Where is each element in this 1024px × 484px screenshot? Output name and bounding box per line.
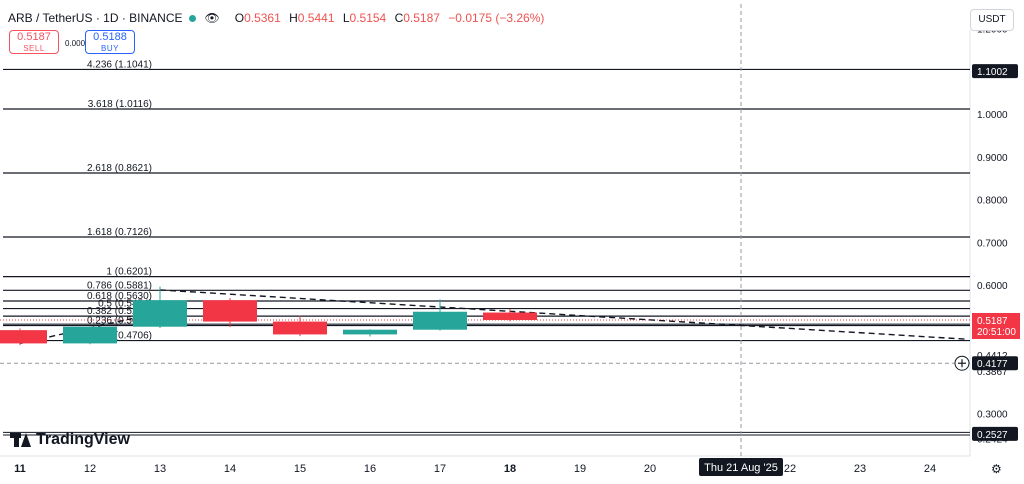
price-label: 0.2527 <box>977 430 1008 441</box>
price-label-bg <box>972 426 1018 441</box>
brand-name: TradingView <box>36 431 130 448</box>
fib-label: 1.618 (0.7126) <box>87 227 152 238</box>
change-value: −0.0175 (−3.26%) <box>448 11 545 25</box>
x-tick-label: 12 <box>84 463 96 475</box>
x-tick-label: 14 <box>224 463 236 475</box>
y-tick-label: 0.3000 <box>977 410 1008 421</box>
tradingview-logo-icon <box>10 433 32 447</box>
fib-label: 0.382 (0.5277) <box>87 306 152 317</box>
trend-line <box>159 289 966 340</box>
crosshair-time-label: Thu 21 Aug '25 <box>704 462 778 474</box>
candle-body <box>203 300 257 322</box>
fib-label: 0.618 (0.5630) <box>87 291 152 302</box>
x-tick-label: 18 <box>504 463 516 475</box>
crosshair-time-label-bg <box>699 458 783 476</box>
x-tick-label: 19 <box>574 463 586 475</box>
fib-label: 1 (0.6201) <box>106 267 152 278</box>
price-label: 1.1002 <box>977 67 1008 78</box>
x-tick-label: 16 <box>364 463 376 475</box>
currency-select-button[interactable]: USDT <box>970 9 1014 31</box>
candle-body <box>63 326 117 344</box>
price-label: 0.4177 <box>977 359 1008 370</box>
high-label: H <box>289 11 298 25</box>
price-label-bg <box>972 356 1018 371</box>
eye-icon[interactable]: 👁 <box>204 11 220 25</box>
price-label-bg <box>972 312 1020 339</box>
candle-body <box>0 330 47 344</box>
x-tick-label: 22 <box>784 463 796 475</box>
low-label: L <box>342 11 350 25</box>
y-tick-label: 1.0000 <box>977 110 1008 121</box>
candle-body <box>273 321 327 335</box>
symbol-header: ARB / TetherUS · 1D · BINANCE 👁 O0.5361 … <box>8 9 544 27</box>
close-label: C <box>394 11 404 25</box>
tradingview-logo: TradingView <box>10 431 130 449</box>
buy-button[interactable]: 0.5188 BUY <box>85 30 135 54</box>
x-tick-label: 20 <box>644 463 656 475</box>
open-label: O <box>234 11 245 25</box>
x-tick-label: 11 <box>14 463 26 475</box>
fib-label: 0.5 (0.5454) <box>98 299 152 310</box>
y-tick-label: 0.7000 <box>977 238 1008 249</box>
settings-gear-icon[interactable]: ⚙ <box>991 462 1002 476</box>
sell-price: 0.5187 <box>17 31 51 43</box>
x-tick-label: 17 <box>434 463 446 475</box>
y-tick-label-partial: 0.3867 <box>977 367 1008 378</box>
sell-button[interactable]: 0.5187 SELL <box>9 30 59 54</box>
symbol-title[interactable]: ARB / TetherUS · 1D · BINANCE <box>8 11 183 25</box>
fib-label: 0.786 (0.5881) <box>87 280 152 291</box>
sell-label: SELL <box>23 44 45 53</box>
price-label-bg <box>972 64 1018 79</box>
high-value: 0.5441 <box>297 11 335 25</box>
fib-label: 3.618 (1.0116) <box>88 99 152 110</box>
candle-body <box>413 311 467 330</box>
buy-price: 0.5188 <box>93 31 127 43</box>
x-tick-label: 23 <box>854 463 866 475</box>
open-value: 0.5361 <box>244 11 281 25</box>
fib-label: 0 (0.4706) <box>106 331 152 342</box>
y-tick-label: 0.9000 <box>977 153 1008 164</box>
fib-label: 4.236 (1.1041) <box>87 59 152 70</box>
trend-line <box>19 317 133 345</box>
candle-body <box>343 329 397 335</box>
x-tick-label: 15 <box>294 463 306 475</box>
candle-body <box>483 312 537 320</box>
close-value: 0.5187 <box>403 11 440 25</box>
market-open-dot <box>188 14 196 22</box>
y-tick-label: 0.6000 <box>977 281 1008 292</box>
countdown-label: 20:51:00 <box>977 327 1016 338</box>
candle-body <box>133 300 187 327</box>
y-tick-label: 0.8000 <box>977 196 1008 207</box>
price-label: 0.5187 <box>977 316 1008 327</box>
fib-label: 2.618 (0.8621) <box>87 163 152 174</box>
x-tick-label: 24 <box>924 463 936 475</box>
ohlc-values: O0.5361 H0.5441 L0.5154 C0.5187 −0.0175 … <box>230 11 545 25</box>
spread-value: 0.0001 <box>65 39 90 48</box>
x-tick-label: 13 <box>154 463 166 475</box>
low-value: 0.5154 <box>349 11 387 25</box>
buy-label: BUY <box>101 44 119 53</box>
